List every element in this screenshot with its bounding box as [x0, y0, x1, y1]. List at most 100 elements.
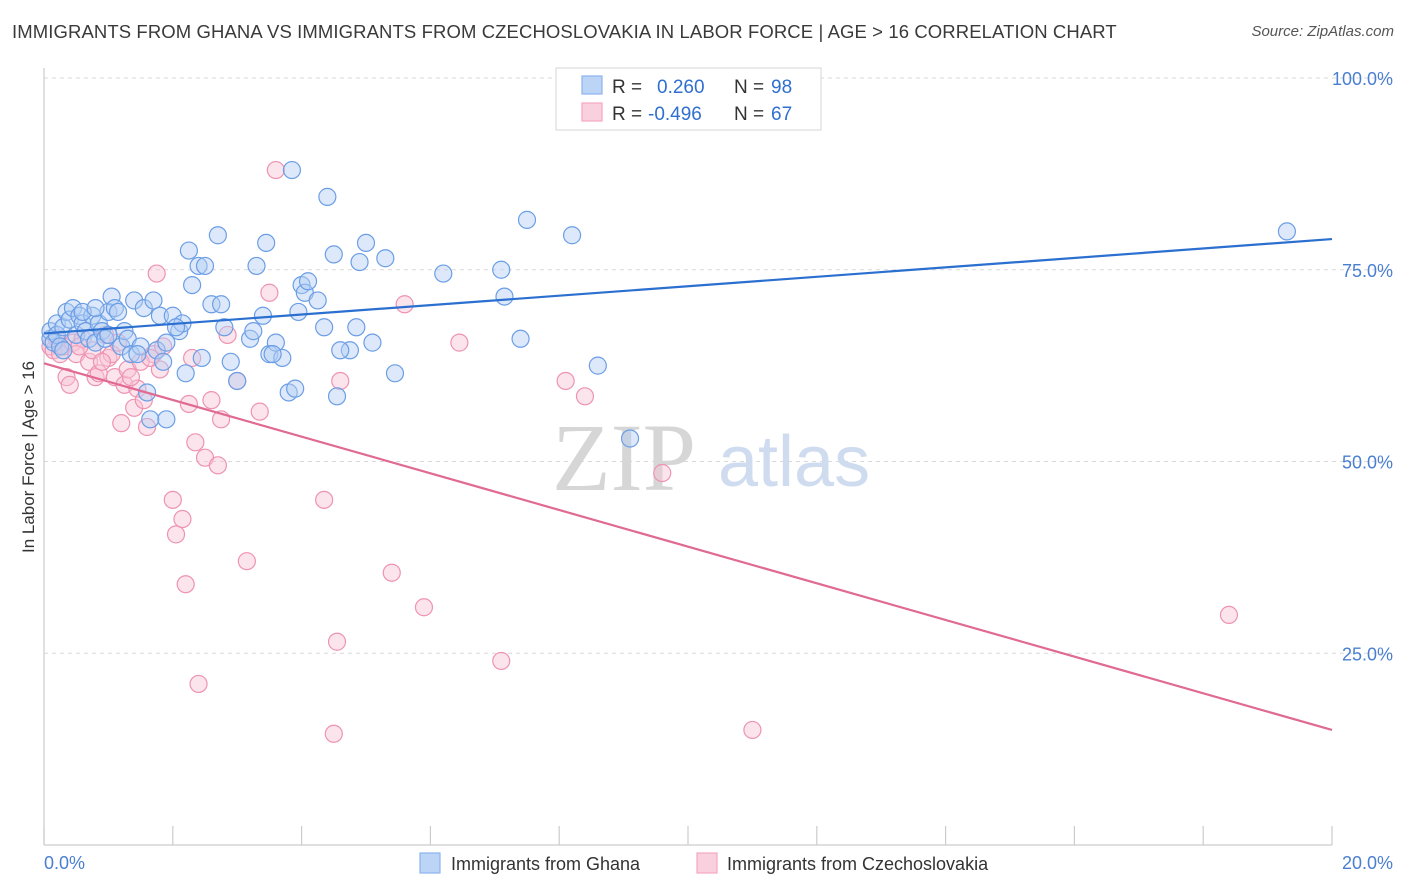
ghana-point	[318, 187, 337, 206]
ghana-point	[192, 348, 211, 368]
ghana-trend-line	[43, 237, 1333, 335]
ghana-point	[166, 318, 186, 337]
ghana-point	[363, 333, 382, 352]
y-tick-labels: 25.0% 50.0% 75.0% 100.0%	[1332, 69, 1393, 664]
czechoslovakia-point	[237, 552, 256, 571]
ghana-point	[492, 260, 511, 279]
ghana-point	[102, 287, 121, 306]
ghana-point	[350, 252, 369, 272]
ghana-point	[54, 341, 73, 360]
ghana-point	[327, 387, 347, 406]
ghana-point	[247, 256, 266, 276]
x-ticks	[43, 826, 1333, 845]
ghana-point	[340, 341, 359, 360]
ghana-point	[108, 302, 128, 322]
ghana-point	[286, 379, 305, 398]
czechoslovakia-point	[60, 375, 79, 394]
czechoslovakia-point	[653, 463, 672, 483]
stats-r-label-czech: R =	[612, 104, 642, 125]
stats-n-value-ghana: 98	[771, 77, 792, 98]
stats-n-value-czech: 67	[771, 104, 792, 125]
y-axis-title: In Labor Force | Age > 16	[19, 361, 38, 553]
x-tick-label-min: 0.0%	[44, 853, 85, 873]
legend-swatch-czech	[696, 852, 718, 874]
ghana-point	[202, 295, 221, 314]
grid-lines	[44, 77, 1392, 654]
ghana-point	[282, 160, 302, 180]
watermark-zip: ZIP	[552, 404, 696, 511]
czechoslovakia-point	[315, 490, 334, 509]
ghana-point	[376, 249, 395, 268]
ghana-point	[562, 226, 582, 245]
ghana-point	[86, 299, 105, 318]
stats-legend: R = 0.260 N = 98 R = -0.496 N = 67	[555, 67, 822, 131]
ghana-point	[1277, 222, 1297, 241]
czechoslovakia-point	[92, 352, 112, 371]
ghana-point	[121, 345, 141, 364]
czechoslovakia-point	[382, 563, 401, 582]
czechoslovakia-point	[121, 368, 141, 387]
ghana-point	[331, 341, 350, 360]
ghana-point	[266, 333, 285, 352]
ghana-point	[157, 410, 176, 429]
czechoslovakia-point	[208, 456, 227, 475]
ghana-point	[195, 256, 215, 276]
chart-title: IMMIGRANTS FROM GHANA VS IMMIGRANTS FROM…	[12, 21, 1117, 42]
ghana-point	[356, 233, 376, 253]
czechoslovakia-point	[183, 348, 202, 368]
czechoslovakia-point	[202, 391, 221, 410]
czechoslovakia-point	[166, 525, 186, 544]
ghana-point	[147, 341, 166, 360]
czechoslovakia-trend-line	[43, 362, 1333, 732]
czechoslovakia-point	[327, 632, 347, 651]
ghana-point	[99, 325, 118, 345]
ghana-point	[179, 241, 198, 260]
czechoslovakia-point	[125, 398, 144, 417]
czechoslovakia-point	[324, 724, 343, 743]
ghana-point	[208, 226, 227, 245]
czechoslovakia-point	[414, 598, 434, 617]
ghana-point	[215, 318, 234, 337]
ghana-point	[244, 322, 263, 341]
ghana-point	[212, 295, 231, 314]
ghana-point	[176, 364, 195, 383]
ghana-point	[434, 264, 453, 283]
ghana-point	[289, 302, 308, 322]
ghana-point	[495, 287, 514, 306]
czechoslovakia-point	[450, 333, 469, 352]
y-tick-label-50: 50.0%	[1342, 453, 1393, 473]
ghana-point	[228, 371, 247, 391]
ghana-point	[253, 306, 273, 325]
y-tick-label-100: 100.0%	[1332, 69, 1393, 89]
watermark-atlas: atlas	[718, 422, 870, 502]
czechoslovakia-point	[331, 371, 350, 391]
czechoslovakia-point	[176, 575, 195, 594]
czechoslovakia-point	[250, 402, 269, 421]
czechoslovakia-point	[575, 387, 595, 406]
ghana-point	[134, 299, 153, 318]
ghana-point	[273, 348, 292, 368]
stats-n-label-czech: N =	[734, 104, 764, 125]
ghana-point	[221, 352, 240, 371]
ghana-points	[41, 160, 1297, 448]
ghana-point	[263, 345, 282, 364]
stats-swatch-ghana	[581, 75, 603, 95]
legend-label-ghana: Immigrants from Ghana	[451, 854, 641, 874]
ghana-point	[257, 233, 276, 253]
source-label: Source: ZipAtlas.com	[1251, 23, 1394, 40]
czechoslovakia-point	[492, 651, 511, 671]
czechoslovakia-point	[556, 371, 575, 391]
stats-r-value-czech: -0.496	[648, 104, 702, 125]
stats-swatch-czech	[581, 102, 603, 122]
ghana-point	[298, 272, 318, 291]
y-tick-label-25: 25.0%	[1342, 644, 1393, 664]
legend-label-czech: Immigrants from Czechoslovakia	[727, 854, 989, 874]
y-tick-label-75: 75.0%	[1342, 261, 1393, 281]
ghana-point	[141, 410, 160, 429]
ghana-point	[347, 318, 366, 337]
czechoslovakia-point	[173, 509, 192, 529]
czechoslovakia-point	[189, 674, 208, 694]
ghana-point	[620, 429, 640, 448]
ghana-point	[324, 245, 343, 264]
